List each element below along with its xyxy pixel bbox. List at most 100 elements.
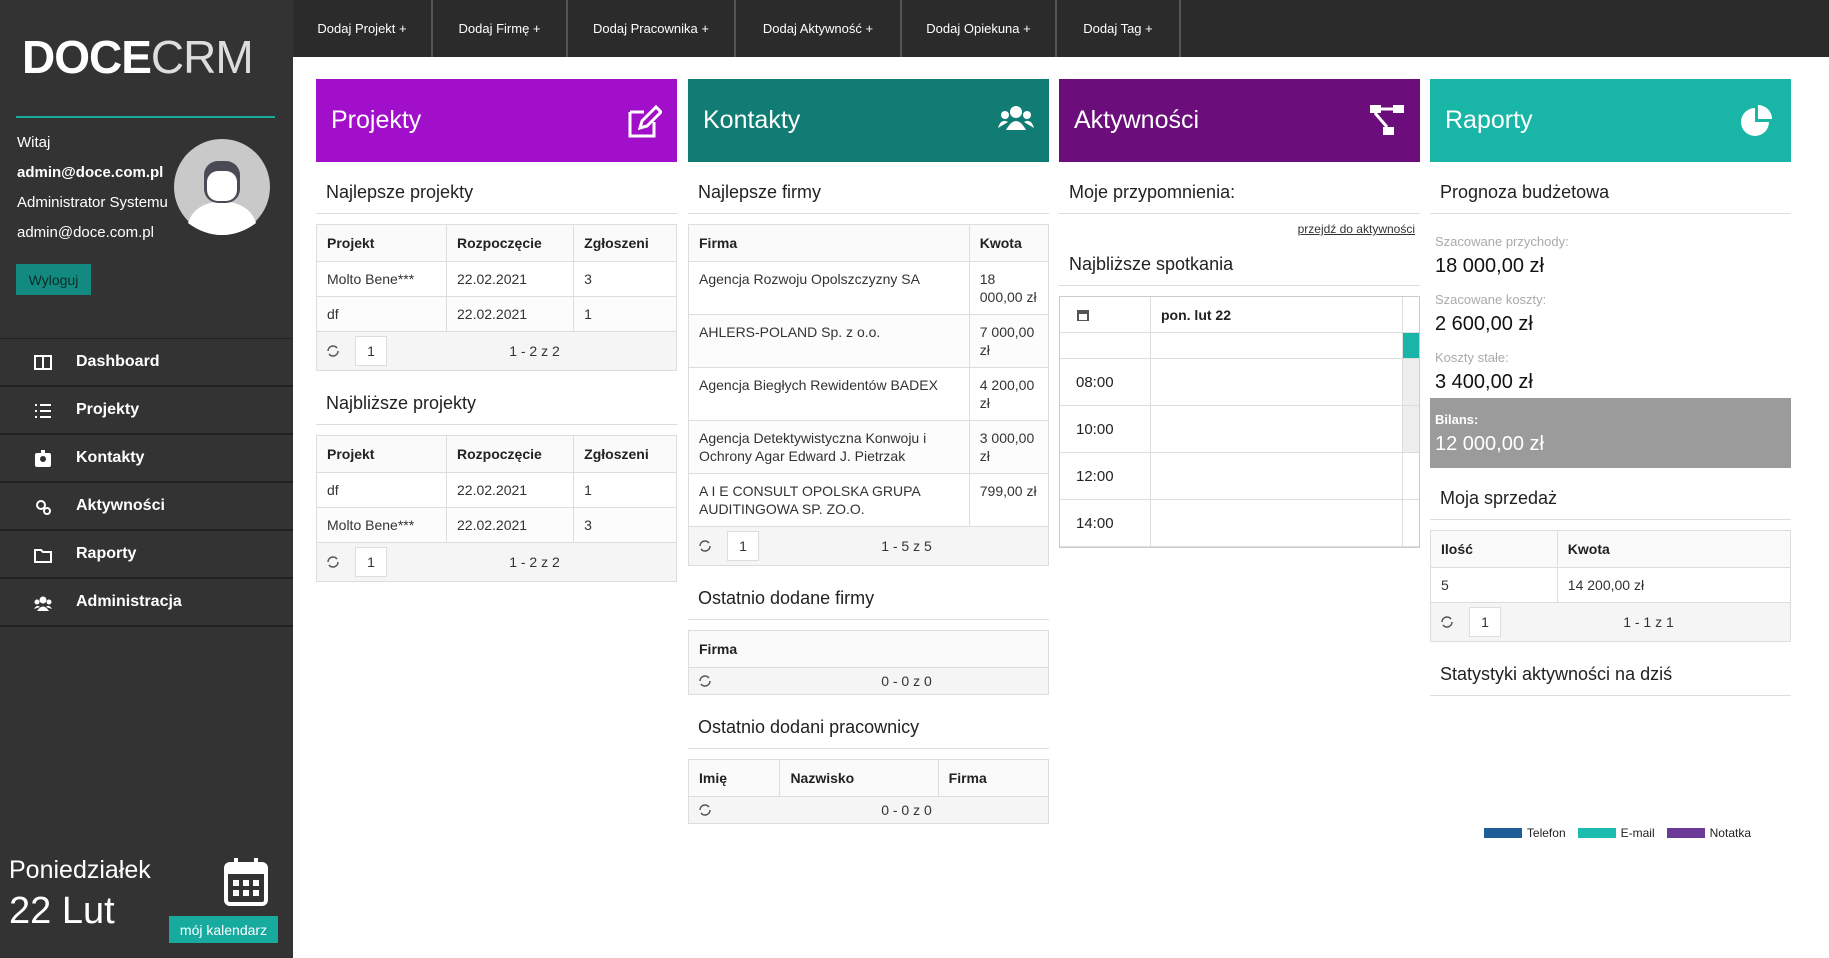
section-title: Ostatnio dodane firmy <box>688 578 1049 620</box>
time-cell <box>1060 333 1151 358</box>
top-button[interactable]: Dodaj Opiekuna + <box>902 0 1057 57</box>
table-header: Projekt Rozpoczęcie Zgłoszeni <box>316 435 677 473</box>
calendar-row: 10:00 <box>1060 406 1419 453</box>
table-row: AHLERS-POLAND Sp. z o.o. 7 000,00 zł <box>688 314 1050 368</box>
page-number[interactable]: 1 <box>355 336 387 366</box>
calendar-header: pon. lut 22 <box>1060 297 1419 333</box>
table-cell: 22.02.2021 <box>445 507 575 543</box>
pager-box: 0 - 0 z 0 <box>697 672 1040 690</box>
table-header: Projekt Rozpoczęcie Zgłoszeni <box>316 224 677 262</box>
legend-item: Notatka <box>1666 826 1751 840</box>
table-cell: 22.02.2021 <box>445 296 575 332</box>
table-row: Agencja Rozwoju Opolszczyzny SA 18 000,00… <box>688 261 1050 315</box>
tile[interactable]: Aktywności <box>1059 79 1420 162</box>
page-number[interactable]: 1 <box>727 531 759 561</box>
chart-legend: Telefon E-mail Notatka <box>1483 826 1751 840</box>
menu-icon <box>34 596 52 611</box>
table-cell: A I E CONSULT OPOLSKA GRUPA AUDITINGOWA … <box>688 473 970 527</box>
table-cell: 4 200,00 zł <box>968 367 1050 421</box>
tile-icon <box>1741 104 1772 136</box>
user-role: Administrator Systemu <box>17 194 168 211</box>
menu-item[interactable]: Projekty <box>0 387 293 435</box>
time-cell: 14:00 <box>1060 500 1151 546</box>
menu-item[interactable]: Administracja <box>0 579 293 627</box>
table-row: Agencja Biegłych Rewidentów BADEX 4 200,0… <box>688 367 1050 421</box>
scroll-cell <box>1403 500 1419 546</box>
data-table: Ilość Kwota 5 14 200,00 zł 1 1 - 1 z 1 <box>1430 530 1792 642</box>
activity-link[interactable]: przejdź do aktywności <box>1297 222 1415 236</box>
tile-title: Projekty <box>331 106 422 134</box>
calendar-row: 12:00 <box>1060 453 1419 500</box>
tile[interactable]: Raporty <box>1430 79 1791 162</box>
page-number[interactable]: 1 <box>355 547 387 577</box>
column-header: Rozpoczęcie <box>445 435 575 473</box>
legend-label: E-mail <box>1620 826 1655 840</box>
top-button[interactable]: Dodaj Tag + <box>1057 0 1181 57</box>
budget-label: Szacowane przychody: <box>1435 234 1569 249</box>
user-email: admin@doce.com.pl <box>17 224 154 241</box>
budget-value: 18 000,00 zł <box>1435 255 1544 277</box>
menu-item[interactable]: Aktywności <box>0 483 293 531</box>
pager-range: 0 - 0 z 0 <box>881 802 932 818</box>
page-number[interactable]: 1 <box>1469 607 1501 637</box>
tile-title: Raporty <box>1445 106 1533 134</box>
column-header: Projekt <box>316 435 447 473</box>
pager-box: 0 - 0 z 0 <box>697 801 1040 819</box>
table-cell: Molto Bene*** <box>316 507 447 543</box>
tile[interactable]: Projekty <box>316 79 677 162</box>
refresh-icon <box>327 556 339 568</box>
refresh-icon <box>327 345 339 357</box>
legend-item: Telefon <box>1483 826 1566 840</box>
top-button[interactable]: Dodaj Pracownika + <box>568 0 736 57</box>
pager-box: 1 1 - 5 z 5 <box>697 531 1040 561</box>
menu-item[interactable]: Kontakty <box>0 435 293 483</box>
budget-label: Koszty stałe: <box>1435 350 1509 365</box>
scroll-cell <box>1403 359 1419 405</box>
scroll-cell <box>1403 453 1419 499</box>
legend-label: Notatka <box>1709 826 1751 840</box>
column: Kontakty Najlepsze firmy Firma Kwota Agencja… <box>687 79 1050 836</box>
calendar-button[interactable]: mój kalendarz <box>169 916 278 943</box>
table-cell: 1 <box>573 472 677 508</box>
section-title: Najbliższe projekty <box>316 383 677 425</box>
pager-range: 0 - 0 z 0 <box>881 673 932 689</box>
top-button[interactable]: Dodaj Projekt + <box>293 0 433 57</box>
table-cell: df <box>316 472 447 508</box>
pager-box: 1 1 - 2 z 2 <box>325 336 668 366</box>
current-day: Poniedziałek <box>9 856 151 884</box>
logout-button[interactable]: Wyloguj <box>16 264 91 295</box>
table-cell: AHLERS-POLAND Sp. z o.o. <box>688 314 970 368</box>
table-footer: 1 1 - 2 z 2 <box>316 331 677 371</box>
refresh-icon <box>1441 616 1453 628</box>
user-name: admin@doce.com.pl <box>17 164 164 181</box>
legend-swatch <box>1483 828 1522 838</box>
table-row: A I E CONSULT OPOLSKA GRUPA AUDITINGOWA … <box>688 473 1050 527</box>
table-cell: Molto Bene*** <box>316 261 447 297</box>
top-button[interactable]: Dodaj Firmę + <box>433 0 568 57</box>
divider <box>16 116 275 118</box>
main-menu: Dashboard Projekty Kontakty Aktywności Rapor… <box>0 338 293 627</box>
calendar-icon <box>1077 309 1089 321</box>
table-footer: 0 - 0 z 0 <box>688 796 1049 824</box>
slot-cell <box>1151 333 1403 358</box>
section-title: Ostatnio dodani pracownicy <box>688 707 1049 749</box>
slot-cell <box>1151 359 1403 405</box>
avatar <box>174 139 270 235</box>
menu-item[interactable]: Raporty <box>0 531 293 579</box>
budget-value: 2 600,00 zł <box>1435 313 1533 335</box>
table-cell: 18 000,00 zł <box>968 261 1050 315</box>
column-header: Imię <box>687 759 781 797</box>
budget-label: Szacowane koszty: <box>1435 292 1547 307</box>
scroll-thumb <box>1403 333 1419 358</box>
tile[interactable]: Kontakty <box>688 79 1049 162</box>
menu-item[interactable]: Dashboard <box>0 339 293 387</box>
balance-value: 12 000,00 zł <box>1435 433 1544 455</box>
calendar-day: pon. lut 22 <box>1151 297 1403 332</box>
balance-label: Bilans: <box>1435 412 1479 427</box>
top-button[interactable]: Dodaj Aktywność + <box>736 0 902 57</box>
column: Aktywności Moje przypomnienia: przejdź do … <box>1059 79 1420 558</box>
table-footer: 1 1 - 1 z 1 <box>1430 602 1791 642</box>
greeting: Witaj <box>17 134 51 151</box>
table-cell: 22.02.2021 <box>445 261 575 297</box>
table-cell: 3 000,00 zł <box>968 420 1050 474</box>
